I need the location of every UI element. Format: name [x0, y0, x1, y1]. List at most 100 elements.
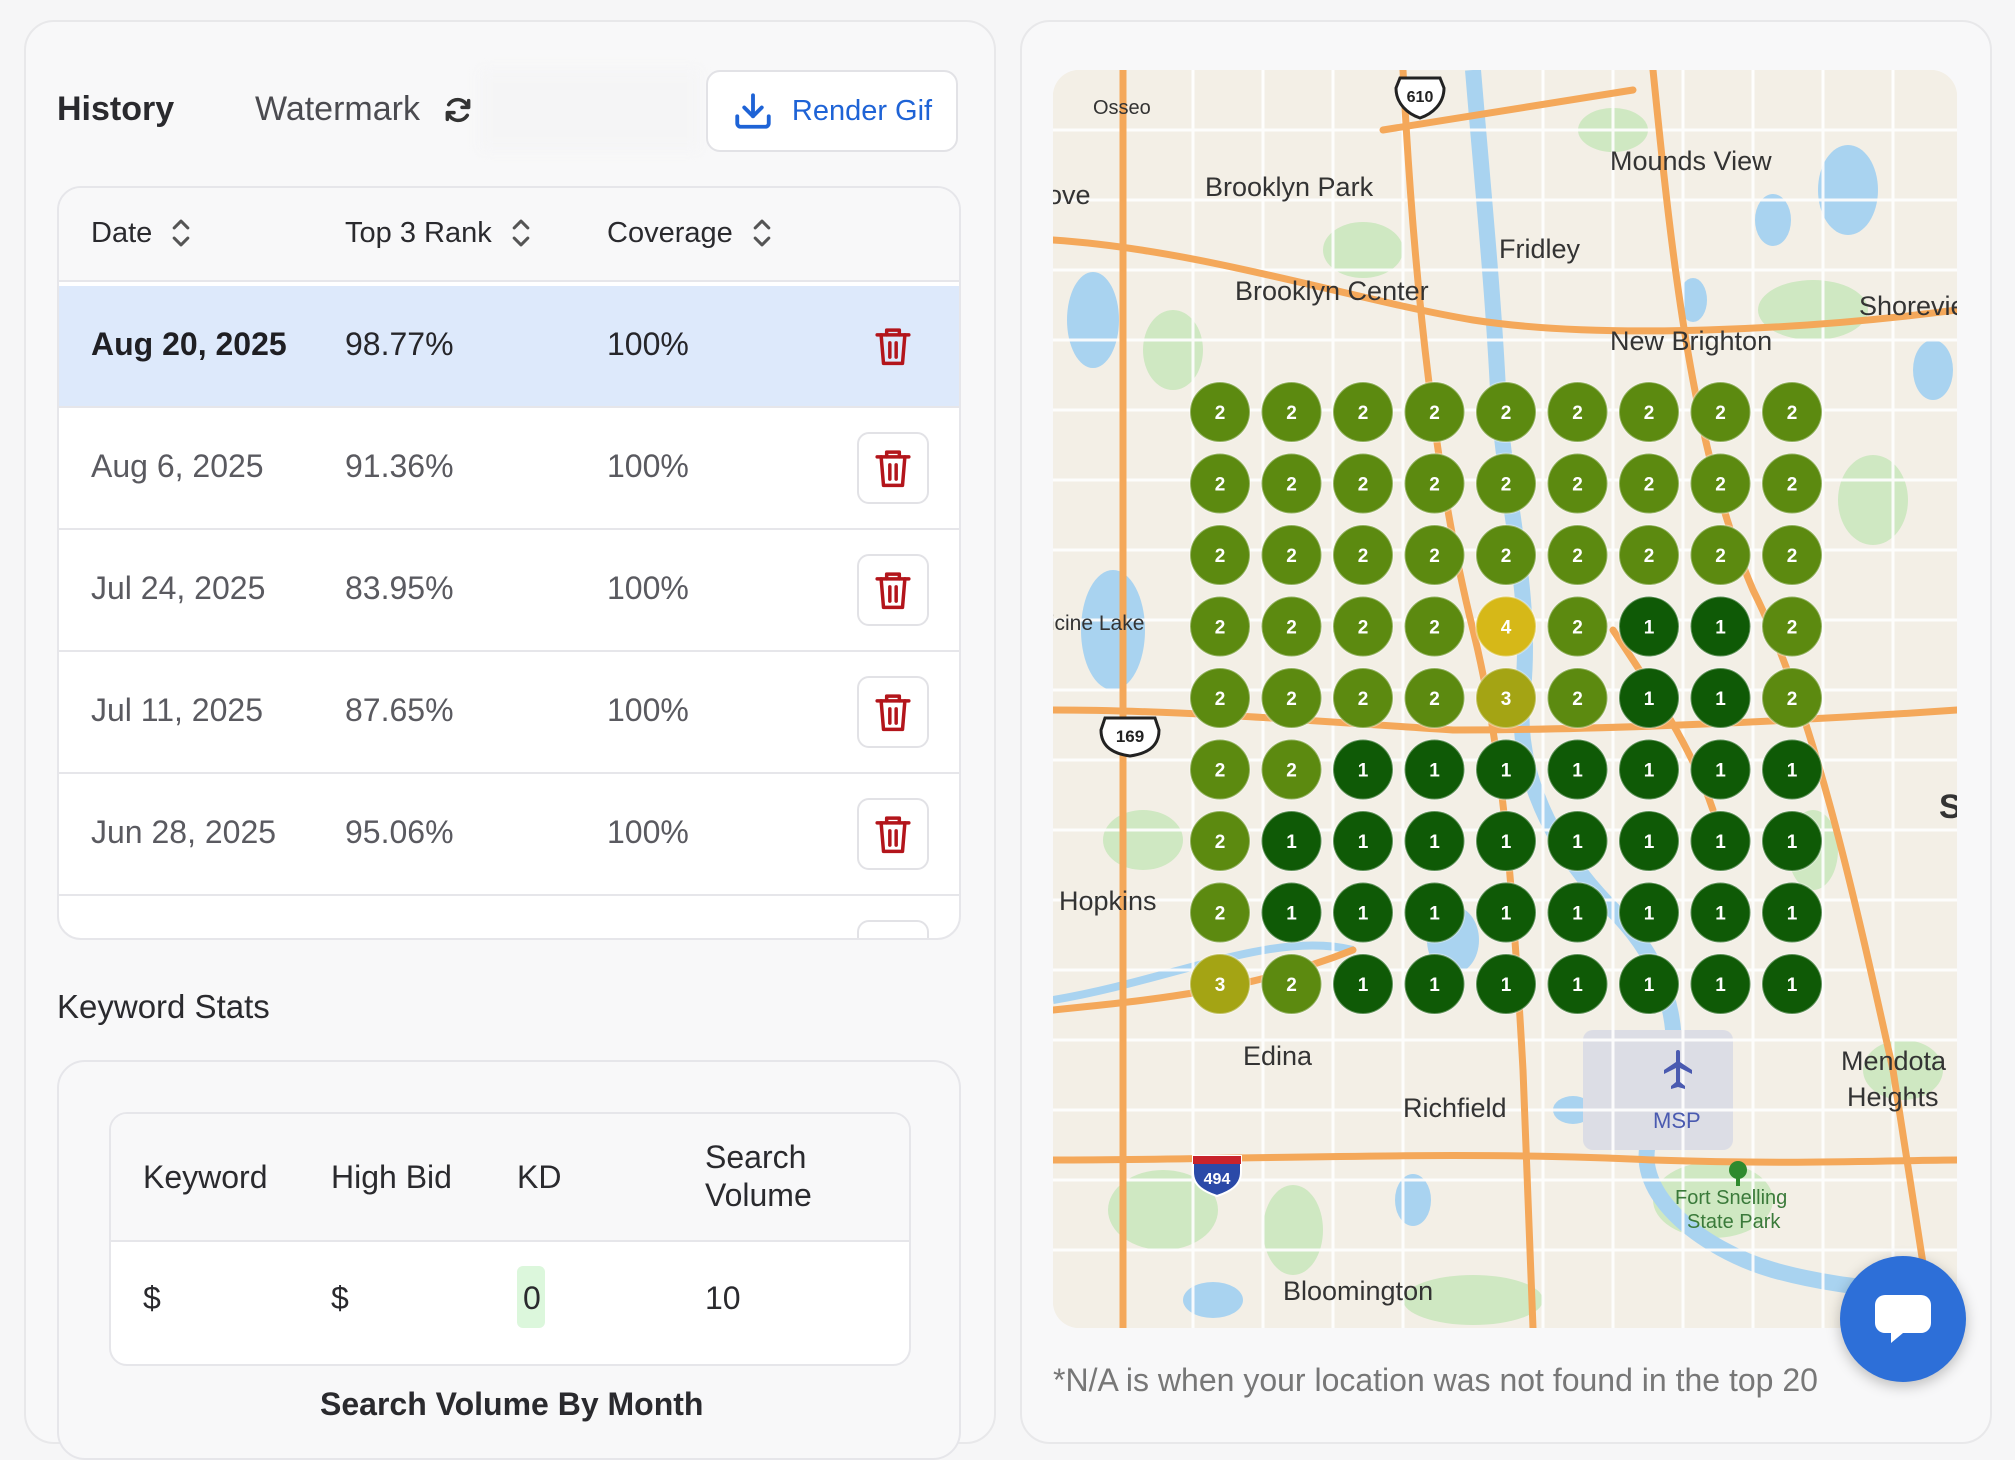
rank-marker[interactable]: 1 — [1475, 881, 1537, 944]
rank-marker[interactable]: 1 — [1761, 881, 1823, 944]
table-row[interactable] — [59, 896, 959, 938]
rank-marker[interactable]: 1 — [1761, 738, 1823, 801]
rank-marker[interactable]: 1 — [1689, 667, 1752, 729]
render-gif-button[interactable]: Render Gif — [706, 70, 958, 152]
rank-marker[interactable]: 2 — [1189, 667, 1251, 729]
rank-marker[interactable]: 1 — [1403, 738, 1466, 801]
rank-grid-map[interactable]: Osseo Brooklyn Park Mounds View Fridley … — [1053, 70, 1957, 1328]
rank-marker[interactable]: 1 — [1689, 810, 1752, 872]
rank-marker[interactable]: 2 — [1403, 667, 1466, 729]
delete-button[interactable] — [857, 554, 929, 626]
rank-marker[interactable]: 1 — [1332, 810, 1394, 872]
rank-marker[interactable]: 2 — [1403, 595, 1466, 658]
rank-marker[interactable]: 2 — [1332, 381, 1394, 443]
rank-marker[interactable]: 2 — [1403, 452, 1466, 515]
rank-marker[interactable]: 2 — [1618, 381, 1680, 443]
rank-marker[interactable]: 2 — [1260, 738, 1323, 801]
delete-button[interactable] — [857, 310, 929, 382]
rank-marker[interactable]: 3 — [1475, 667, 1537, 729]
rank-marker[interactable]: 2 — [1475, 524, 1537, 586]
rank-marker[interactable]: 2 — [1332, 524, 1394, 586]
table-row[interactable]: Jul 11, 2025 87.65% 100% — [59, 652, 959, 774]
rank-marker[interactable]: 1 — [1403, 881, 1466, 944]
watermark-toggle[interactable]: Watermark — [255, 90, 474, 129]
rank-marker[interactable]: 2 — [1475, 452, 1537, 515]
rank-marker[interactable]: 1 — [1332, 738, 1394, 801]
rank-marker[interactable]: 1 — [1403, 810, 1466, 872]
rank-marker[interactable]: 1 — [1618, 738, 1680, 801]
rank-marker[interactable]: 2 — [1260, 667, 1323, 729]
rank-marker[interactable]: 3 — [1189, 953, 1251, 1015]
rank-marker[interactable]: 2 — [1332, 667, 1394, 729]
rank-marker[interactable]: 2 — [1260, 524, 1323, 586]
rank-marker[interactable]: 2 — [1546, 667, 1609, 729]
refresh-icon[interactable] — [442, 94, 474, 126]
delete-button[interactable] — [857, 920, 929, 938]
rank-marker[interactable]: 1 — [1546, 810, 1609, 872]
rank-marker[interactable]: 2 — [1689, 381, 1752, 443]
rank-marker[interactable]: 1 — [1761, 810, 1823, 872]
rank-marker[interactable]: 2 — [1403, 381, 1466, 443]
delete-button[interactable] — [857, 798, 929, 870]
rank-marker[interactable]: 1 — [1618, 810, 1680, 872]
chat-button[interactable] — [1840, 1256, 1966, 1382]
rank-marker[interactable]: 1 — [1332, 881, 1394, 944]
rank-marker[interactable]: 1 — [1618, 667, 1680, 729]
date-column-header[interactable]: Date — [91, 216, 192, 250]
map-canvas[interactable]: Osseo Brooklyn Park Mounds View Fridley … — [1053, 70, 1957, 1328]
rank-marker[interactable]: 2 — [1403, 524, 1466, 586]
rank-marker[interactable]: 2 — [1189, 738, 1251, 801]
rank-marker[interactable]: 2 — [1260, 595, 1323, 658]
rank-marker[interactable]: 1 — [1689, 953, 1752, 1015]
rank-marker[interactable]: 2 — [1761, 524, 1823, 586]
rank-marker[interactable]: 2 — [1189, 524, 1251, 586]
rank-marker[interactable]: 2 — [1260, 381, 1323, 443]
rank-marker[interactable]: 2 — [1761, 595, 1823, 658]
rank-marker[interactable]: 2 — [1189, 381, 1251, 443]
rank-marker[interactable]: 2 — [1475, 381, 1537, 443]
rank-marker[interactable]: 1 — [1618, 881, 1680, 944]
rank-marker[interactable]: 1 — [1475, 738, 1537, 801]
rank-grid[interactable]: 2 2 2 2 2 2 2 2 2 2 2 2 2 2 2 2 2 2 2 2 2 2 2 2 2 2 2 2 2 2 2 4 2 1 1 2 2 2 2 2… — [1189, 381, 1823, 1015]
rank-marker[interactable]: 2 — [1189, 452, 1251, 515]
coverage-column-header[interactable]: Coverage — [607, 216, 773, 250]
rank-marker[interactable]: 2 — [1761, 381, 1823, 443]
delete-button[interactable] — [857, 676, 929, 748]
rank-marker[interactable]: 2 — [1546, 381, 1609, 443]
rank-marker[interactable]: 1 — [1475, 810, 1537, 872]
rank-marker[interactable]: 1 — [1618, 953, 1680, 1015]
rank-marker[interactable]: 1 — [1761, 953, 1823, 1015]
rank-marker[interactable]: 1 — [1546, 953, 1609, 1015]
rank-marker[interactable]: 1 — [1546, 881, 1609, 944]
rank-marker[interactable]: 2 — [1189, 595, 1251, 658]
rank-marker[interactable]: 2 — [1189, 810, 1251, 872]
rank-marker[interactable]: 2 — [1546, 452, 1609, 515]
rank-marker[interactable]: 2 — [1546, 524, 1609, 586]
rank-marker[interactable]: 1 — [1689, 595, 1752, 658]
table-row[interactable]: Aug 6, 2025 91.36% 100% — [59, 408, 959, 530]
rank-marker[interactable]: 2 — [1761, 452, 1823, 515]
rank-marker[interactable]: 1 — [1260, 881, 1323, 944]
rank-marker[interactable]: 1 — [1546, 738, 1609, 801]
rank-marker[interactable]: 1 — [1332, 953, 1394, 1015]
rank-marker[interactable]: 1 — [1475, 953, 1537, 1015]
rank-marker[interactable]: 1 — [1260, 810, 1323, 872]
rank-marker[interactable]: 1 — [1618, 595, 1680, 658]
rank-marker[interactable]: 2 — [1260, 953, 1323, 1015]
table-row[interactable]: Jun 28, 2025 95.06% 100% — [59, 774, 959, 896]
rank-marker[interactable]: 2 — [1332, 595, 1394, 658]
rank-marker[interactable]: 1 — [1689, 881, 1752, 944]
rank-marker[interactable]: 2 — [1689, 524, 1752, 586]
rank-marker[interactable]: 2 — [1618, 524, 1680, 586]
rank-marker[interactable]: 2 — [1260, 452, 1323, 515]
rank-marker[interactable]: 2 — [1332, 452, 1394, 515]
top3-rank-column-header[interactable]: Top 3 Rank — [345, 216, 532, 250]
rank-marker[interactable]: 1 — [1689, 738, 1752, 801]
delete-button[interactable] — [857, 432, 929, 504]
rank-marker[interactable]: 2 — [1618, 452, 1680, 515]
rank-marker[interactable]: 2 — [1189, 881, 1251, 944]
rank-marker[interactable]: 2 — [1689, 452, 1752, 515]
rank-marker[interactable]: 1 — [1403, 953, 1466, 1015]
table-row[interactable]: Aug 20, 2025 98.77% 100% — [59, 286, 959, 408]
rank-marker[interactable]: 2 — [1546, 595, 1609, 658]
